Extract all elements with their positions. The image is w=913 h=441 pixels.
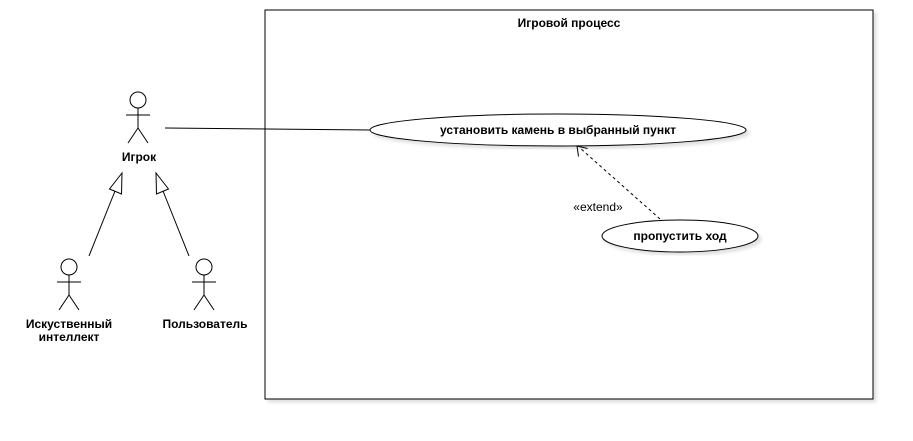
use-case-skip-turn-label: пропустить ход bbox=[633, 229, 727, 243]
system-boundary[interactable]: Игровой процесс bbox=[264, 9, 874, 400]
use-case-skip-turn[interactable]: пропустить ход bbox=[601, 219, 759, 253]
hollow-triangle-arrowhead-icon bbox=[108, 171, 123, 195]
actor-player-label: Игрок bbox=[122, 150, 157, 164]
stick-figure-icon bbox=[57, 258, 81, 311]
extend-stereotype-label: «extend» bbox=[573, 200, 623, 214]
extend-relation[interactable]: «extend» bbox=[573, 145, 661, 220]
generalization-ai-to-player[interactable] bbox=[88, 171, 123, 257]
stick-figure-icon bbox=[126, 91, 150, 144]
stick-figure-icon bbox=[192, 258, 216, 311]
actor-player[interactable]: Игрок bbox=[122, 91, 157, 164]
use-case-place-stone-label: установить камень в выбранный пункт bbox=[440, 123, 676, 137]
association-player-place-stone[interactable] bbox=[164, 127, 371, 131]
actor-ai-label-line2: интеллект bbox=[39, 330, 100, 344]
generalization-user-to-player[interactable] bbox=[155, 171, 190, 257]
actor-ai[interactable]: Искуственный интеллект bbox=[26, 258, 112, 344]
actor-user[interactable]: Пользователь bbox=[162, 258, 248, 331]
use-case-place-stone[interactable]: установить камень в выбранный пункт bbox=[369, 113, 747, 147]
system-title: Игровой процесс bbox=[518, 16, 621, 30]
actor-ai-label-line1: Искуственный bbox=[26, 317, 112, 331]
hollow-triangle-arrowhead-icon bbox=[155, 171, 170, 195]
actor-user-label: Пользователь bbox=[162, 317, 247, 331]
open-arrowhead-icon bbox=[576, 145, 588, 157]
